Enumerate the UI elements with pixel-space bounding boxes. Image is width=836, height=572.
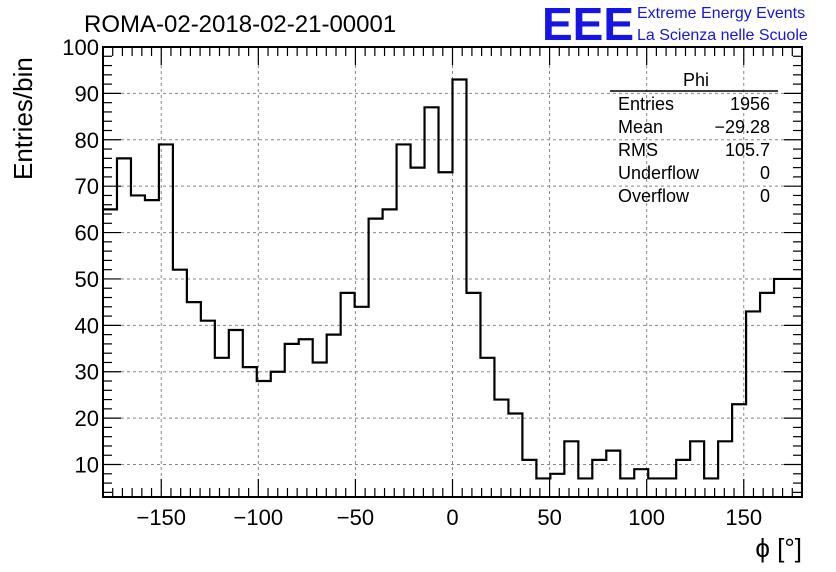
eee-logo: EEE Extreme Energy Events La Scienza nel… (542, 0, 808, 50)
y-tick-label: 40 (75, 313, 99, 338)
x-tick-label: 100 (628, 505, 665, 530)
stats-row-label: Mean (618, 117, 663, 137)
y-tick-label: 60 (75, 221, 99, 246)
y-axis-title: Entries/bin (8, 57, 38, 180)
histogram-series (103, 78, 802, 480)
axis-ticks (103, 46, 802, 497)
eee-logo-mark: EEE (542, 0, 634, 50)
stats-row-value: 0 (760, 186, 770, 206)
x-tick-label: −100 (234, 505, 284, 530)
stats-box: Phi Entries 1956 Mean −29.28 RMS 105.7 Underfl… (610, 70, 778, 206)
logo-line-1: Extreme Energy Events (637, 5, 805, 22)
stats-row-label: Underflow (618, 163, 700, 183)
x-tick-label: −150 (136, 505, 186, 530)
x-tick-label: 50 (537, 505, 561, 530)
y-tick-label: 20 (75, 406, 99, 431)
stats-row-label: RMS (618, 140, 658, 160)
chart-title: ROMA-02-2018-02-21-00001 (84, 11, 396, 38)
stats-row-value: −29.28 (714, 117, 770, 137)
logo-line-2: La Scienza nelle Scuole (637, 27, 808, 44)
x-axis-title: ϕ [°] (755, 533, 802, 563)
stats-row-value: 0 (760, 163, 770, 183)
y-tick-labels: 10 20 30 40 50 60 70 80 90 100 (62, 35, 99, 478)
x-tick-label: −50 (337, 505, 374, 530)
stats-row-label: Entries (618, 94, 674, 114)
y-tick-label: 90 (75, 81, 99, 106)
x-tick-label: 150 (725, 505, 762, 530)
y-tick-label: 100 (62, 35, 99, 60)
y-tick-label: 80 (75, 128, 99, 153)
plot-frame (102, 46, 803, 498)
y-tick-label: 30 (75, 360, 99, 385)
y-tick-label: 10 (75, 453, 99, 478)
stats-row-value: 1956 (730, 94, 770, 114)
y-tick-label: 70 (75, 174, 99, 199)
x-tick-label: 0 (446, 505, 458, 530)
stats-row-label: Overflow (618, 186, 690, 206)
stats-title: Phi (683, 70, 709, 90)
y-tick-label: 50 (75, 267, 99, 292)
x-tick-labels: −150 −100 −50 0 50 100 150 (136, 505, 762, 530)
stats-row-value: 105.7 (725, 140, 770, 160)
